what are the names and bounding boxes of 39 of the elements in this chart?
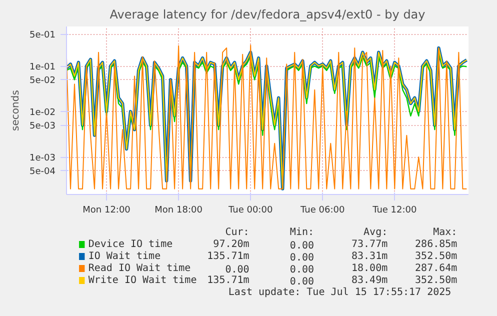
y-axis-title: seconds [10, 90, 22, 131]
legend-label: IO Wait time [88, 251, 161, 262]
text: Avg: [364, 227, 388, 238]
text: 135.71m [207, 275, 250, 286]
text: Cur: [225, 227, 250, 238]
text: 97.20m [213, 239, 250, 250]
text: 73.77m [351, 239, 388, 250]
legend-label: Device IO time [88, 239, 173, 250]
x-tick-label: Mon 18:00 [154, 206, 203, 216]
text: 0.00 [225, 264, 250, 276]
text: 0.00 [290, 240, 314, 252]
chart-title: Average latency for /dev/fedora_apsv4/ext0 - by day [110, 8, 426, 22]
text: 352.50m [415, 275, 458, 286]
x-tick-label: Mon 12:00 [82, 206, 131, 216]
x-tick-label: Tue 12:00 [372, 206, 418, 216]
y-tick-label: 1e-03 [30, 154, 56, 164]
text: 83.31m [351, 251, 388, 262]
text: 83.49m [351, 275, 388, 286]
text: Min: [290, 227, 314, 238]
text: Max: [433, 227, 458, 238]
y-tick-label: 5e-04 [30, 167, 56, 178]
y-tick-label: 1e-01 [30, 62, 56, 73]
y-tick-label: 5e-03 [30, 122, 56, 132]
y-tick-label: 1e-02 [30, 108, 56, 118]
text: 18.00m [351, 263, 388, 274]
text: 0.00 [290, 264, 314, 276]
text: 352.50m [415, 251, 458, 262]
text: Last update: Tue Jul 15 17:55:17 2025 [228, 287, 452, 298]
y-tick-label: 5e-01 [30, 30, 56, 41]
text: 287.64m [415, 263, 458, 274]
text: 286.85m [415, 239, 458, 250]
legend-label: Read IO Wait time [88, 263, 191, 274]
y-tick-label: 5e-02 [30, 76, 56, 86]
legend-label: Write IO Wait time [88, 275, 197, 286]
x-tick-label: Tue 00:00 [228, 206, 273, 216]
text: 0.00 [290, 276, 314, 288]
x-tick-label: Tue 06:00 [300, 206, 345, 216]
text: 135.71m [207, 251, 250, 262]
text: 0.00 [290, 252, 314, 264]
